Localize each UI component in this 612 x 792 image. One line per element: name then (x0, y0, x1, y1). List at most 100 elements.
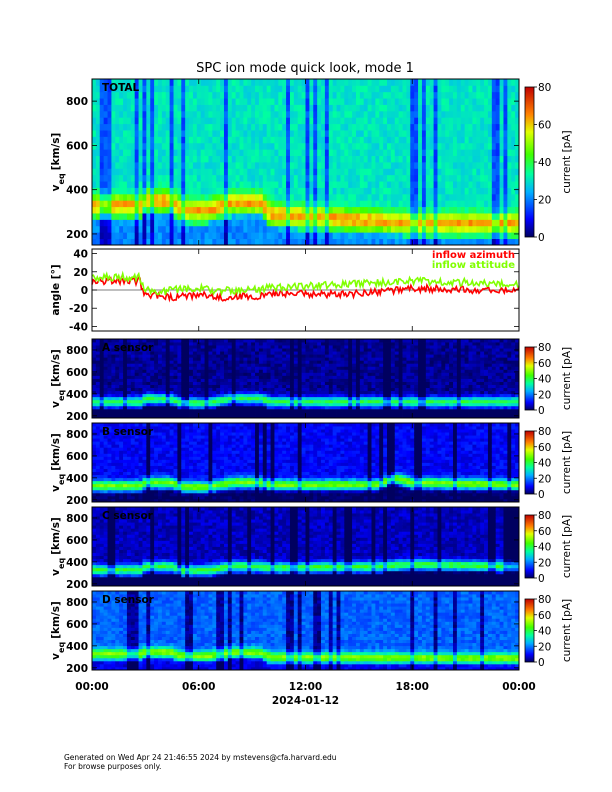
colorbar (524, 514, 535, 579)
colorbar-tick-label: 20 (538, 641, 551, 653)
y-label-subscript: eq (57, 642, 66, 653)
y-tick-label: 200 (66, 411, 88, 423)
y-label-unit: [km/s] (50, 601, 62, 639)
y-tick-label: 600 (66, 535, 88, 547)
chart-title: SPC ion mode quick look, mode 1 (196, 61, 414, 76)
time-axis: 00:00 06:00 12:00 18:00 00:00 2024-01-12 (75, 681, 535, 707)
colorbar-tick-label: 20 (538, 473, 551, 485)
colorbar (524, 598, 535, 663)
y-tick-label: 600 (66, 619, 88, 631)
colorbar (524, 430, 535, 495)
y-axis-label: veq [km/s] (50, 601, 66, 660)
y-tick-label: 20 (73, 267, 88, 279)
y-label-symbol: v (50, 184, 62, 191)
colorbar-tick-label: 80 (538, 594, 551, 606)
panel-b-sensor: B sensor 0 20 40 60 80 current [pA] veq [km/s] 20… (50, 422, 573, 507)
y-tick-label: 800 (66, 345, 88, 357)
colorbar-tick-label: 0 (538, 573, 545, 585)
panel-label: B sensor (102, 426, 154, 438)
colorbar-tick-label: 0 (538, 405, 545, 417)
y-tick-label: -20 (69, 303, 88, 315)
colorbar-label: current [pA] (561, 347, 573, 410)
y-label-symbol: v (50, 653, 62, 660)
x-tick-label: 18:00 (396, 681, 429, 693)
panel-a-sensor: A sensor 0 20 40 60 80 current [pA] veq [km/s] 20… (50, 338, 573, 423)
y-label-subscript: eq (57, 173, 66, 184)
colorbar-label: current [pA] (561, 599, 573, 662)
panel-label: D sensor (102, 594, 155, 606)
y-axis-label: veq [km/s] (50, 133, 66, 192)
panel-d-sensor: D sensor 0 20 40 60 80 current [pA] veq [km/s] 20… (50, 590, 573, 675)
x-tick-label: 00:00 (75, 681, 108, 693)
series-inflow-attitude (91, 270, 520, 297)
colorbar (524, 346, 535, 411)
panel-label: C sensor (102, 510, 154, 522)
x-tick-label: 00:00 (502, 681, 535, 693)
y-label-unit: [km/s] (50, 433, 62, 471)
y-tick-label: 0 (81, 285, 88, 297)
colorbar-tick-label: 20 (538, 557, 551, 569)
y-tick-label: 400 (66, 185, 88, 197)
heatmap-cells (92, 339, 520, 419)
series-inflow-azimuth (91, 275, 520, 303)
y-axis-label: angle [°] (50, 264, 62, 315)
legend-inflow-attitude: inflow attitude (432, 260, 515, 271)
y-label-symbol: v (50, 569, 62, 576)
colorbar-tick-label: 20 (538, 389, 551, 401)
colorbar-tick-label: 80 (538, 82, 551, 94)
colorbar-tick-label: 40 (538, 458, 551, 470)
colorbar-tick-label: 60 (538, 120, 551, 132)
panel-label: TOTAL (102, 82, 140, 94)
panel-c-sensor: C sensor 0 20 40 60 80 current [pA] veq [km/s] 20… (50, 506, 573, 591)
y-tick-label: 800 (66, 429, 88, 441)
y-tick-label: 600 (66, 451, 88, 463)
heatmap-cells (92, 507, 520, 587)
y-tick-label: 800 (66, 96, 88, 108)
panel-total: TOTAL 0 20 40 60 80 current [pA] veq [km/s] 200 40… (50, 78, 573, 246)
colorbar-label: current [pA] (561, 130, 573, 193)
y-tick-label: 600 (66, 367, 88, 379)
y-label-subscript: eq (57, 390, 66, 401)
y-tick-label: 200 (66, 495, 88, 507)
footer-browse-note: For browse purposes only. (64, 762, 161, 771)
y-label-symbol: v (50, 401, 62, 408)
colorbar-tick-label: 80 (538, 342, 551, 354)
y-axis-label: veq [km/s] (50, 433, 66, 492)
colorbar-tick-label: 80 (538, 426, 551, 438)
colorbar-label: current [pA] (561, 515, 573, 578)
y-axis-label: veq [km/s] (50, 517, 66, 576)
heatmap-cells (92, 591, 520, 671)
y-tick-label: 200 (66, 579, 88, 591)
colorbar-tick-label: 60 (538, 610, 551, 622)
x-tick-label: 06:00 (182, 681, 215, 693)
panel-label: A sensor (102, 342, 154, 354)
y-tick-label: -40 (69, 321, 88, 333)
y-tick-label: 400 (66, 557, 88, 569)
colorbar-tick-label: 60 (538, 358, 551, 370)
y-label-subscript: eq (57, 558, 66, 569)
colorbar-tick-label: 40 (538, 626, 551, 638)
colorbar (524, 86, 535, 238)
date-label: 2024-01-12 (272, 695, 339, 707)
colorbar-tick-label: 80 (538, 510, 551, 522)
heatmap-cells (92, 423, 520, 503)
y-label-unit: [km/s] (50, 133, 62, 171)
colorbar-tick-label: 0 (538, 657, 545, 669)
heatmap-cells (92, 79, 520, 246)
colorbar-tick-label: 60 (538, 442, 551, 454)
colorbar-tick-label: 40 (538, 542, 551, 554)
y-tick-label: 200 (66, 229, 88, 241)
y-tick-label: 200 (66, 663, 88, 675)
y-tick-label: 400 (66, 389, 88, 401)
y-tick-label: 40 (73, 249, 88, 261)
colorbar-label: current [pA] (561, 431, 573, 494)
colorbar-tick-label: 40 (538, 157, 551, 169)
y-tick-label: 400 (66, 641, 88, 653)
footer-generated-line: Generated on Wed Apr 24 21:46:55 2024 by… (64, 753, 337, 762)
y-label-symbol: v (50, 485, 62, 492)
colorbar-tick-label: 60 (538, 526, 551, 538)
y-tick-label: 400 (66, 473, 88, 485)
colorbar-tick-label: 20 (538, 195, 551, 207)
